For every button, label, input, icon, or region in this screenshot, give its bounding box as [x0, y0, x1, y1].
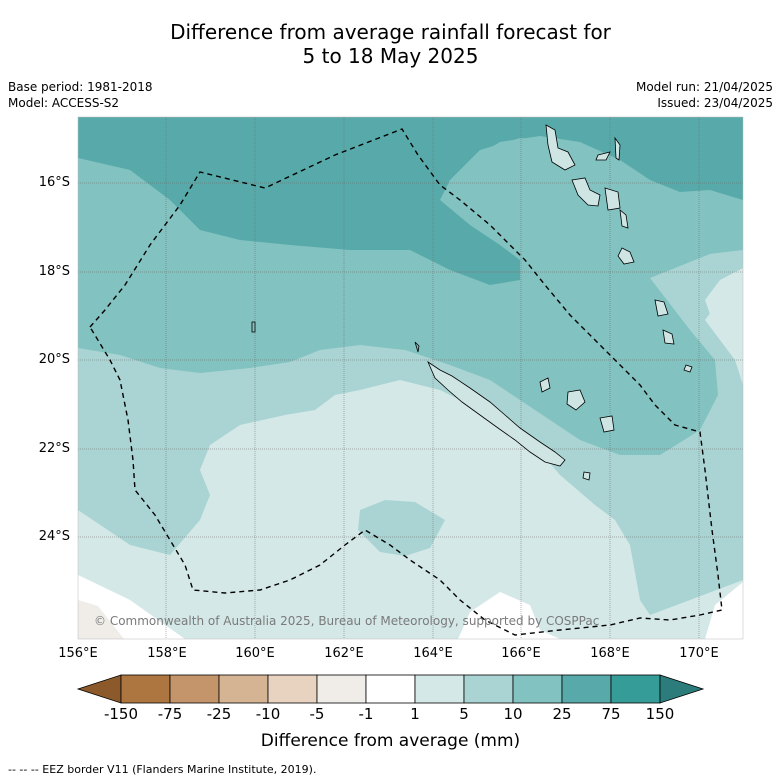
colorbar-tick-label: 25: [552, 705, 572, 723]
colorbar-swatch: [316, 674, 367, 704]
new-caledonia-island: [427, 360, 566, 467]
lat-label: 22°S: [38, 441, 70, 456]
colorbar-swatch: [512, 674, 563, 704]
loyalty-islands: [539, 377, 615, 481]
lon-label: 156°E: [58, 646, 98, 661]
colorbar-tick-label: 10: [503, 705, 523, 723]
colorbar-swatch: [365, 674, 416, 704]
lon-label: 170°E: [679, 646, 719, 661]
colorbar-tick-label: -10: [255, 705, 281, 723]
lon-label: 166°E: [501, 646, 541, 661]
colorbar-tick-label: 75: [601, 705, 621, 723]
issued-date: Issued: 23/04/2025: [657, 96, 773, 110]
eez-border: [89, 128, 723, 636]
colorbar-title: Difference from average (mm): [260, 731, 521, 751]
colorbar-tick-label: -25: [206, 705, 232, 723]
map-title-line2: 5 to 18 May 2025: [302, 44, 479, 68]
colorbar-swatch: [218, 674, 269, 704]
copyright-notice: © Commonwealth of Australia 2025, Bureau…: [94, 614, 600, 628]
lon-label: 168°E: [590, 646, 630, 661]
lon-label: 162°E: [324, 646, 364, 661]
map-title-line1: Difference from average rainfall forecas…: [170, 20, 611, 44]
colorbar-swatch: [120, 674, 171, 704]
lon-label: 164°E: [413, 646, 453, 661]
lat-label: 18°S: [38, 264, 70, 279]
lat-label: 24°S: [38, 529, 70, 544]
colorbar-tick-label: -150: [103, 705, 139, 723]
colorbar: [76, 674, 705, 704]
colorbar-swatch-low: [76, 674, 122, 704]
model-run: Model run: 21/04/2025: [635, 80, 773, 94]
model-name: Model: ACCESS-S2: [8, 96, 120, 110]
colorbar-swatch-high: [659, 674, 705, 704]
colorbar-swatch: [169, 674, 220, 704]
colorbar-swatch: [561, 674, 612, 704]
colorbar-tick-label: -1: [358, 705, 374, 723]
colorbar-swatch: [267, 674, 318, 704]
lat-label: 16°S: [38, 175, 70, 190]
colorbar-swatch: [414, 674, 465, 704]
rainfall-contours: [78, 117, 743, 639]
colorbar-tick-label: -75: [157, 705, 183, 723]
colorbar-tick-label: -5: [309, 705, 325, 723]
base-period: Base period: 1981-2018: [8, 80, 153, 94]
lon-label: 158°E: [147, 646, 187, 661]
small-islets: [251, 321, 420, 353]
vanuatu-islands: [545, 124, 693, 373]
lat-label: 20°S: [38, 352, 70, 367]
colorbar-tick-label: 5: [459, 705, 469, 723]
colorbar-tick-label: 1: [410, 705, 420, 723]
colorbar-swatch: [463, 674, 514, 704]
graticule: [78, 117, 743, 639]
lon-label: 160°E: [235, 646, 275, 661]
colorbar-swatch: [610, 674, 661, 704]
colorbar-tick-label: 150: [645, 705, 675, 723]
eez-legend-footer: -- -- -- EEZ border V11 (Flanders Marine…: [8, 763, 317, 776]
